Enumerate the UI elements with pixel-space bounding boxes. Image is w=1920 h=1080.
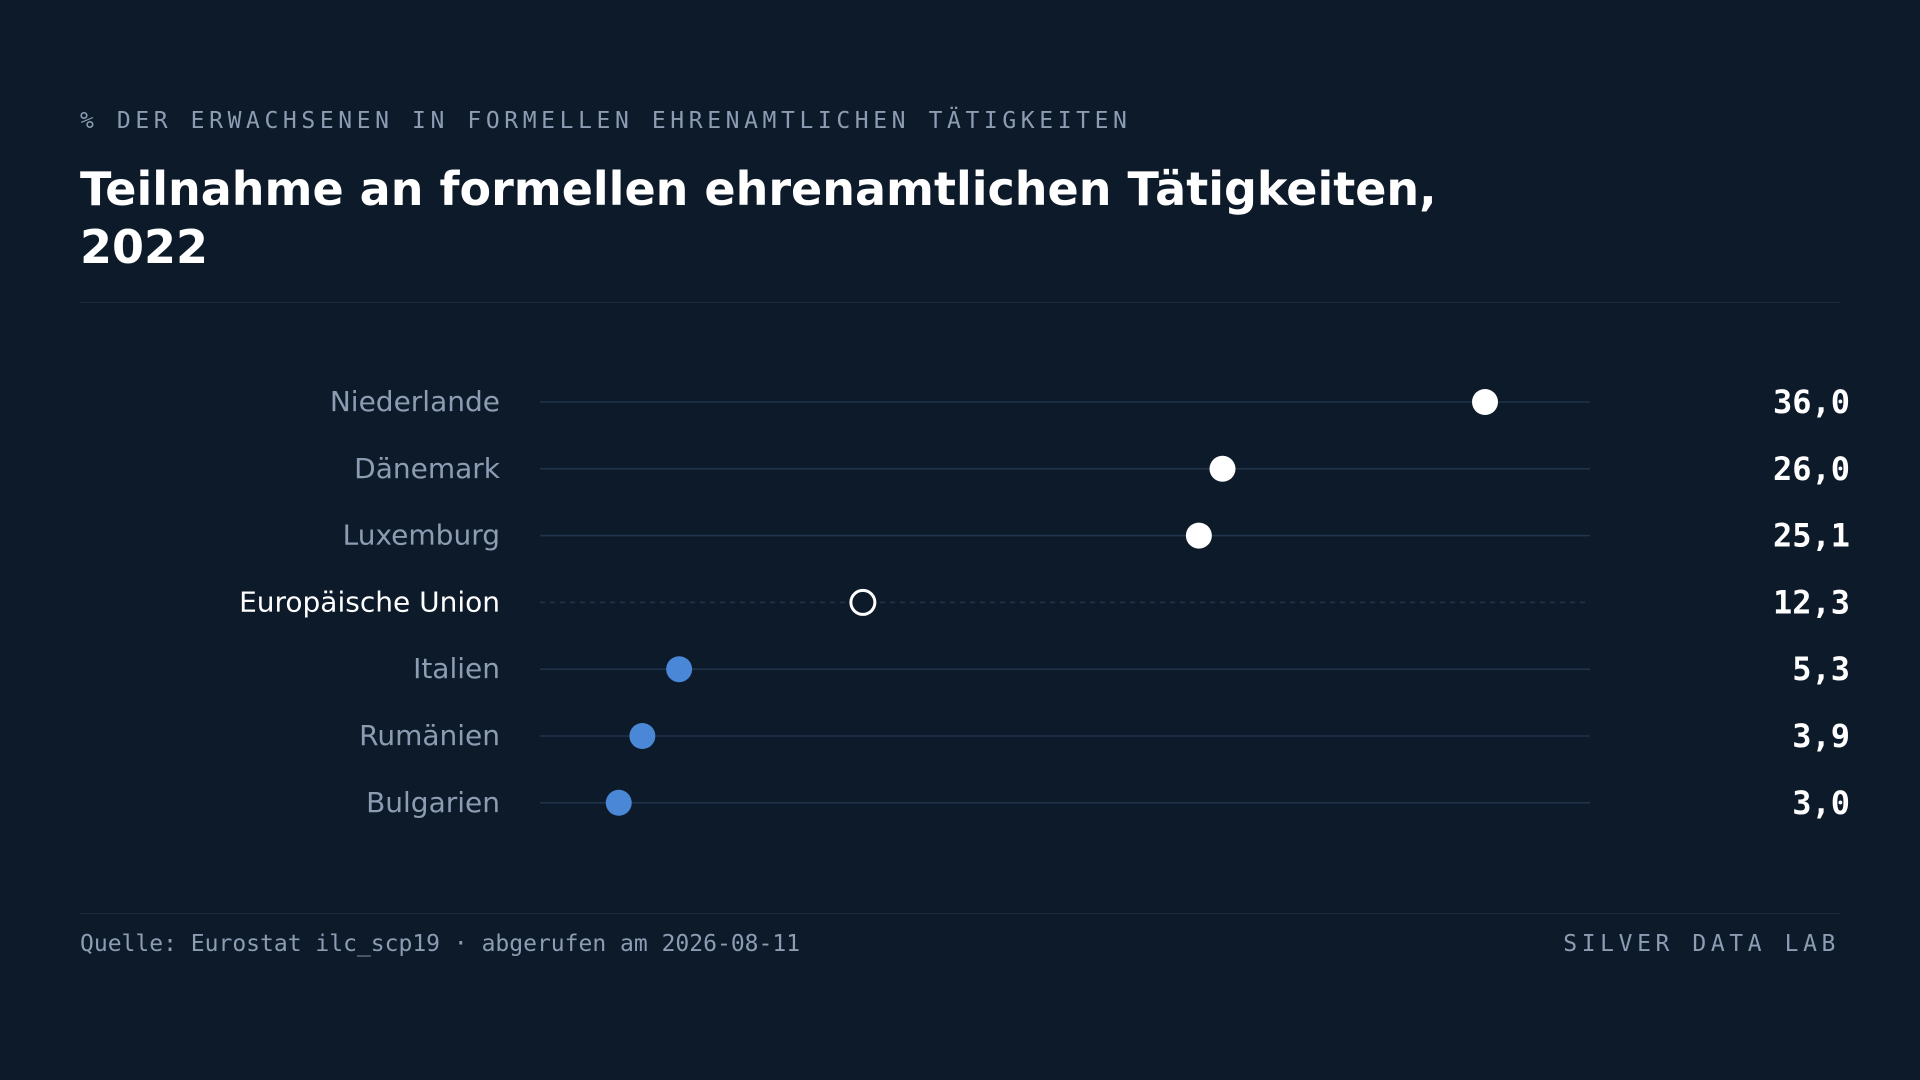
footer-divider	[80, 913, 1840, 914]
value-label: 25,1	[1773, 517, 1850, 555]
source-note: Quelle: Eurostat ilc_scp19 · abgerufen a…	[80, 931, 801, 957]
value-label: 5,3	[1792, 650, 1850, 688]
chart-kicker: % DER ERWACHSENEN IN FORMELLEN EHRENAMTL…	[80, 108, 1132, 134]
category-label: Luxemburg	[343, 519, 500, 552]
value-label: 12,3	[1773, 583, 1850, 621]
category-label: Dänemark	[354, 452, 501, 485]
value-label: 3,0	[1792, 784, 1850, 822]
header-divider	[80, 302, 1840, 303]
data-point-bulgarien	[605, 789, 632, 816]
data-point-luxemburg	[1185, 522, 1212, 549]
category-label: Europäische Union	[239, 585, 500, 618]
category-label: Rumänien	[359, 719, 500, 752]
chart-title: Teilnahme an formellen ehrenamtlichen Tä…	[80, 162, 1437, 274]
brand-label: SILVER DATA LAB	[1563, 931, 1840, 957]
value-label: 36,0	[1773, 383, 1850, 421]
data-point-rumänien	[629, 723, 656, 749]
data-point-niederlande	[1472, 389, 1498, 415]
category-label: Bulgarien	[366, 786, 500, 819]
data-point-europäische-union	[849, 588, 877, 616]
category-label: Italien	[413, 652, 500, 685]
data-point-dänemark	[1209, 455, 1236, 482]
value-label: 3,9	[1792, 717, 1850, 755]
data-point-italien	[666, 656, 693, 683]
value-label: 26,0	[1773, 450, 1850, 488]
category-label: Niederlande	[330, 385, 500, 418]
